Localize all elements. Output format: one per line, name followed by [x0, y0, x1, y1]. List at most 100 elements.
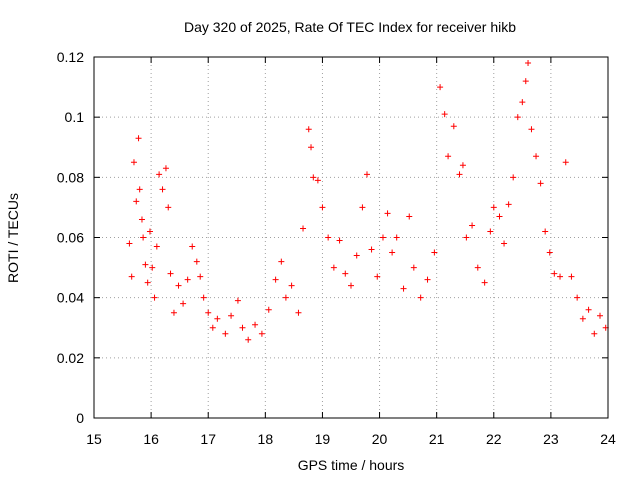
data-point — [189, 243, 196, 250]
data-point — [450, 123, 457, 130]
y-tick-label: 0.08 — [57, 169, 84, 185]
y-axis-label: ROTI / TECUs — [5, 193, 21, 283]
data-point — [272, 276, 279, 283]
data-point — [597, 312, 604, 319]
y-tick-label: 0.02 — [57, 350, 84, 366]
data-point — [180, 300, 187, 307]
data-point — [239, 324, 246, 331]
y-tick-label: 0.1 — [65, 109, 85, 125]
data-point — [144, 279, 151, 286]
data-point — [384, 210, 391, 217]
data-point — [336, 237, 343, 244]
data-point — [159, 186, 166, 193]
data-point — [481, 279, 488, 286]
y-tick-label: 0.04 — [57, 290, 84, 306]
data-point — [374, 273, 381, 280]
x-tick-label: 21 — [429, 431, 445, 447]
data-point — [342, 270, 349, 277]
data-point — [162, 165, 169, 172]
data-point — [400, 285, 407, 292]
data-point — [288, 282, 295, 289]
data-point — [135, 135, 142, 142]
data-point — [138, 216, 145, 223]
data-points — [126, 60, 609, 343]
data-point — [252, 321, 259, 328]
data-point — [585, 306, 592, 313]
y-tick-label: 0 — [76, 410, 84, 426]
data-point — [568, 273, 575, 280]
x-tick-label: 19 — [315, 431, 331, 447]
data-point — [151, 294, 158, 301]
data-point — [417, 294, 424, 301]
y-tick-label: 0.06 — [57, 230, 84, 246]
data-point — [305, 126, 312, 133]
x-tick-label: 20 — [372, 431, 388, 447]
data-point — [424, 276, 431, 283]
data-point — [591, 330, 598, 337]
data-point — [140, 234, 147, 241]
data-point — [379, 234, 386, 241]
data-point — [165, 204, 172, 211]
data-point — [197, 273, 204, 280]
data-point — [193, 258, 200, 265]
data-point — [546, 249, 553, 256]
data-point — [528, 126, 535, 133]
data-point — [128, 273, 135, 280]
data-point — [437, 84, 444, 91]
data-point — [522, 78, 529, 85]
data-point — [149, 264, 156, 271]
data-point — [496, 213, 503, 220]
data-point — [579, 315, 586, 322]
chart-title: Day 320 of 2025, Rate Of TEC Index for r… — [184, 19, 516, 35]
data-point — [533, 153, 540, 160]
x-tick-label: 24 — [600, 431, 616, 447]
data-point — [209, 324, 216, 331]
data-point — [136, 186, 143, 193]
data-point — [525, 60, 532, 67]
data-point — [130, 159, 137, 166]
data-point — [406, 213, 413, 220]
x-tick-label: 23 — [543, 431, 559, 447]
data-point — [393, 234, 400, 241]
data-point — [574, 294, 581, 301]
data-point — [490, 204, 497, 211]
x-axis-label: GPS time / hours — [298, 457, 405, 473]
data-point — [537, 180, 544, 187]
data-point — [474, 264, 481, 271]
x-tick-label: 16 — [143, 431, 159, 447]
data-point — [146, 228, 153, 235]
x-tick-label: 18 — [258, 431, 274, 447]
data-point — [501, 240, 508, 247]
gridlines — [94, 57, 608, 418]
data-point — [562, 159, 569, 166]
data-point — [319, 204, 326, 211]
data-point — [133, 198, 140, 205]
data-point — [295, 309, 302, 316]
data-point — [300, 225, 307, 232]
data-point — [469, 222, 476, 229]
data-point — [368, 246, 375, 253]
data-point — [487, 228, 494, 235]
data-point — [167, 270, 174, 277]
data-point — [519, 99, 526, 106]
data-point — [410, 264, 417, 271]
data-point — [228, 312, 235, 319]
data-point — [459, 162, 466, 169]
data-point — [126, 240, 133, 247]
data-point — [456, 171, 463, 178]
data-point — [463, 234, 470, 241]
data-point — [265, 306, 272, 313]
data-point — [258, 330, 265, 337]
x-tick-label: 22 — [486, 431, 502, 447]
data-point — [175, 282, 182, 289]
y-tick-label: 0.12 — [57, 49, 84, 65]
data-point — [200, 294, 207, 301]
data-point — [557, 273, 564, 280]
data-point — [278, 258, 285, 265]
data-point — [156, 171, 163, 178]
x-tick-label: 17 — [200, 431, 216, 447]
data-point — [514, 114, 521, 121]
data-point — [441, 111, 448, 118]
x-tick-label: 15 — [86, 431, 102, 447]
